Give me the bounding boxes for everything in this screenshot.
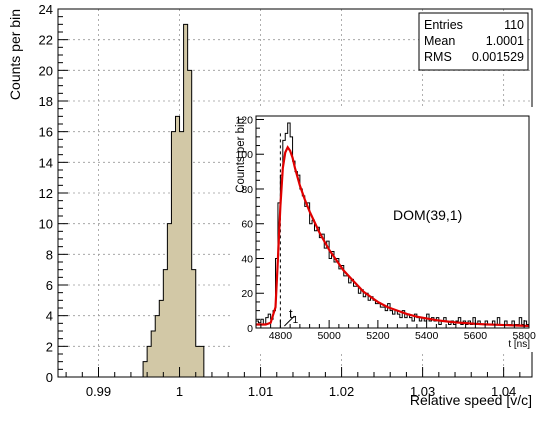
inset-x-tick-label: 5800 bbox=[512, 330, 536, 342]
main-y-tick-label: 20 bbox=[39, 63, 53, 78]
main-y-tick-label: 14 bbox=[39, 155, 53, 170]
main-x-ticks: 0.99 1 1.01 1.02 1.03 1.04 bbox=[65, 367, 521, 399]
stats-value: 0.001529 bbox=[472, 50, 524, 64]
inset-x-tick-label: 5400 bbox=[415, 330, 439, 342]
inset-x-tick-label: 5200 bbox=[366, 330, 390, 342]
inset-y-tick-label: 40 bbox=[241, 253, 253, 265]
main-y-tick-label: 0 bbox=[46, 370, 53, 385]
inset-pad bbox=[230, 107, 536, 352]
stats-label: Entries bbox=[424, 18, 463, 32]
main-x-tick-label: 1.04 bbox=[491, 384, 516, 399]
inset-y-ticks: 0 20 40 60 80 100 120 bbox=[235, 114, 264, 335]
inset-y-tick-label: 100 bbox=[235, 149, 253, 161]
inset-x-tick-label: 5000 bbox=[317, 330, 341, 342]
t1-marker-arrow bbox=[284, 315, 295, 327]
inset-frame bbox=[255, 115, 530, 329]
main-x-tick-label: 1.02 bbox=[329, 384, 354, 399]
main-x-axis-label: Relative speed [v/c] bbox=[410, 392, 532, 408]
main-x-tick-label: 0.99 bbox=[86, 384, 111, 399]
main-x-tick-label: 1.01 bbox=[248, 384, 273, 399]
main-y-tick-label: 6 bbox=[46, 278, 53, 293]
main-y-tick-label: 4 bbox=[46, 309, 53, 324]
stats-label: RMS bbox=[424, 50, 452, 64]
main-histogram-bars bbox=[142, 23, 208, 378]
main-y-tick-label: 2 bbox=[46, 339, 53, 354]
main-y-tick-label: 22 bbox=[39, 33, 53, 48]
inset-y-tick-label: 20 bbox=[241, 288, 253, 300]
t1-marker bbox=[279, 133, 295, 328]
main-y-tick-label: 18 bbox=[39, 94, 53, 109]
inset-waveform-plot: 4800 5000 5200 5400 5600 5800 0 20 40 60 80 100 120… bbox=[230, 107, 536, 352]
t1-label: t1 bbox=[289, 306, 299, 326]
stats-box: Entries 110 Mean 1.0001 RMS 0.001529 bbox=[418, 12, 529, 71]
inset-y-tick-label: 80 bbox=[241, 184, 253, 196]
inset-fit-curve bbox=[256, 145, 530, 328]
main-y-tick-label: 8 bbox=[46, 247, 53, 262]
main-y-tick-label: 16 bbox=[39, 125, 53, 140]
inset-y-tick-label: 0 bbox=[247, 323, 253, 335]
main-x-tick-label: 1.03 bbox=[410, 384, 435, 399]
main-x-tick-label: 1 bbox=[176, 384, 183, 399]
inset-x-tick-label: 5600 bbox=[464, 330, 488, 342]
stats-value: 110 bbox=[504, 18, 524, 32]
inset-annotation: DOM(39,1) bbox=[393, 207, 462, 223]
inset-x-ticks: 4800 5000 5200 5400 5600 5800 bbox=[260, 320, 536, 342]
inset-y-axis-label: Counts per bin bbox=[235, 118, 247, 193]
inset-y-tick-label: 120 bbox=[235, 114, 253, 126]
main-y-tick-label: 10 bbox=[39, 217, 53, 232]
inset-x-axis-label: t [ns] bbox=[508, 339, 530, 350]
main-y-axis-label: Counts per bin bbox=[7, 9, 23, 100]
stats-label: Mean bbox=[424, 34, 455, 48]
stats-value: 1.0001 bbox=[486, 34, 524, 48]
main-y-tick-label: 12 bbox=[39, 186, 53, 201]
main-y-tick-label: 24 bbox=[39, 2, 53, 17]
inset-y-tick-label: 60 bbox=[241, 219, 253, 231]
inset-x-tick-label: 4800 bbox=[269, 330, 293, 342]
